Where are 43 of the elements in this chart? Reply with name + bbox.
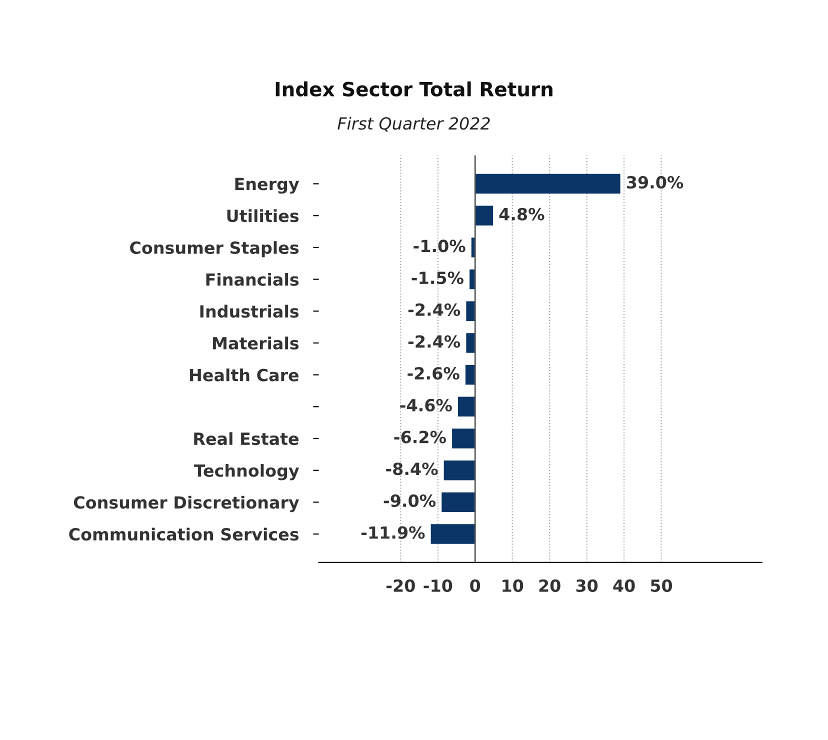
y-tick-label: Technology	[194, 464, 300, 480]
y-tick-label: Health Care	[190, 368, 299, 382]
x-tick-label: 0	[470, 579, 480, 592]
data-label: -2.6%	[408, 367, 460, 380]
y-tick-label: Utilities	[227, 209, 299, 222]
x-tick-label: 10	[502, 579, 524, 592]
data-label: 39.0%	[626, 176, 684, 189]
y-tick-label: Consumer Staples	[130, 241, 299, 258]
bar	[475, 174, 620, 194]
y-tick-label: Energy	[235, 178, 300, 194]
chart-title: Index Sector Total Return	[276, 81, 552, 96]
data-label: -6.2%	[394, 430, 446, 444]
y-tick-label: Communication Services	[69, 528, 299, 541]
data-label: -1.5%	[412, 272, 464, 284]
x-tick-label: 50	[650, 579, 672, 592]
x-tick-label: 40	[613, 579, 635, 592]
x-tick-label: -20	[386, 579, 415, 592]
data-label: -1.0%	[414, 240, 466, 252]
chart-subtitle: First Quarter 2022	[338, 116, 490, 132]
y-tick-label: Materials	[212, 336, 299, 350]
data-label: -4.6%	[400, 398, 452, 412]
bar	[442, 492, 476, 512]
y-tick-label: Real Estate	[194, 432, 299, 446]
bar	[465, 364, 476, 385]
data-label: -2.4%	[408, 303, 460, 316]
bar	[466, 333, 476, 353]
x-tick-label: 30	[576, 579, 598, 592]
bar	[458, 396, 476, 417]
data-label: -8.4%	[386, 462, 438, 476]
x-tick-label: 20	[539, 579, 560, 592]
x-tick-label: -10	[424, 579, 452, 592]
data-label: -11.9%	[361, 526, 425, 539]
data-label: -9.0%	[384, 494, 436, 508]
y-tick-label: Financials	[206, 272, 299, 286]
bar	[466, 301, 476, 322]
data-label: -2.4%	[408, 335, 460, 348]
bar	[452, 428, 476, 448]
data-label: 4.8%	[499, 208, 544, 220]
bar	[430, 524, 476, 544]
y-tick-label: Industrials	[200, 304, 299, 318]
y-tick-label: Consumer Discretionary	[74, 496, 300, 512]
bar	[444, 460, 476, 480]
bar	[475, 206, 493, 226]
